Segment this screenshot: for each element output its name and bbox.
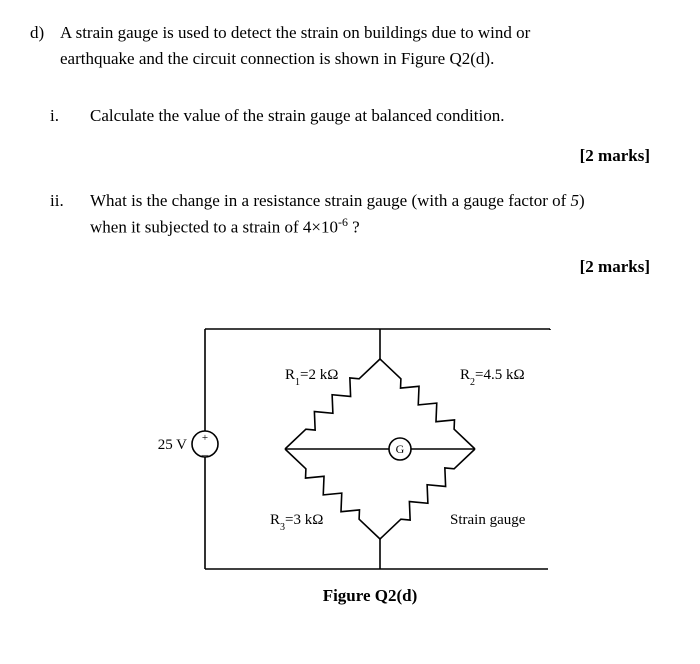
part-ii-line2b: ? [348,217,360,236]
intro-line2: earthquake and the circuit connection is… [60,49,494,68]
part-ii-text: What is the change in a resistance strai… [90,188,660,240]
part-ii-label: ii. [50,188,90,214]
figure-q2d: +_25 VGR1=2 kΩR2=4.5 kΩR3=3 kΩStrain gau… [80,309,660,609]
svg-text:25 V: 25 V [158,437,187,453]
part-i-label: i. [50,103,90,129]
svg-text:_: _ [201,442,209,457]
part-ii-line1a: What is the change in a resistance strai… [90,191,571,210]
part-ii: ii. What is the change in a resistance s… [30,188,660,240]
circuit-diagram: +_25 VGR1=2 kΩR2=4.5 kΩR3=3 kΩStrain gau… [130,309,610,579]
part-ii-marks: [2 marks] [30,254,660,280]
intro-line1: A strain gauge is used to detect the str… [60,23,530,42]
question-d: d) A strain gauge is used to detect the … [30,20,660,71]
part-i-marks: [2 marks] [30,143,660,169]
question-intro: A strain gauge is used to detect the str… [60,20,660,71]
part-i-text: Calculate the value of the strain gauge … [90,103,660,129]
gauge-factor: 5 [571,191,580,210]
strain-exp: -6 [338,215,348,229]
figure-caption: Figure Q2(d) [80,583,660,609]
svg-text:Strain gauge: Strain gauge [450,512,526,528]
part-ii-line1b: ) [579,191,585,210]
svg-text:R2=4.5 kΩ: R2=4.5 kΩ [460,367,525,388]
svg-text:R1=2 kΩ: R1=2 kΩ [285,367,338,388]
question-label: d) [30,20,60,46]
svg-text:R3=3 kΩ: R3=3 kΩ [270,512,323,533]
part-i: i. Calculate the value of the strain gau… [30,103,660,129]
part-ii-line2a: when it subjected to a strain of [90,217,303,236]
strain-coef: 4×10 [303,217,338,236]
svg-text:G: G [396,442,405,456]
